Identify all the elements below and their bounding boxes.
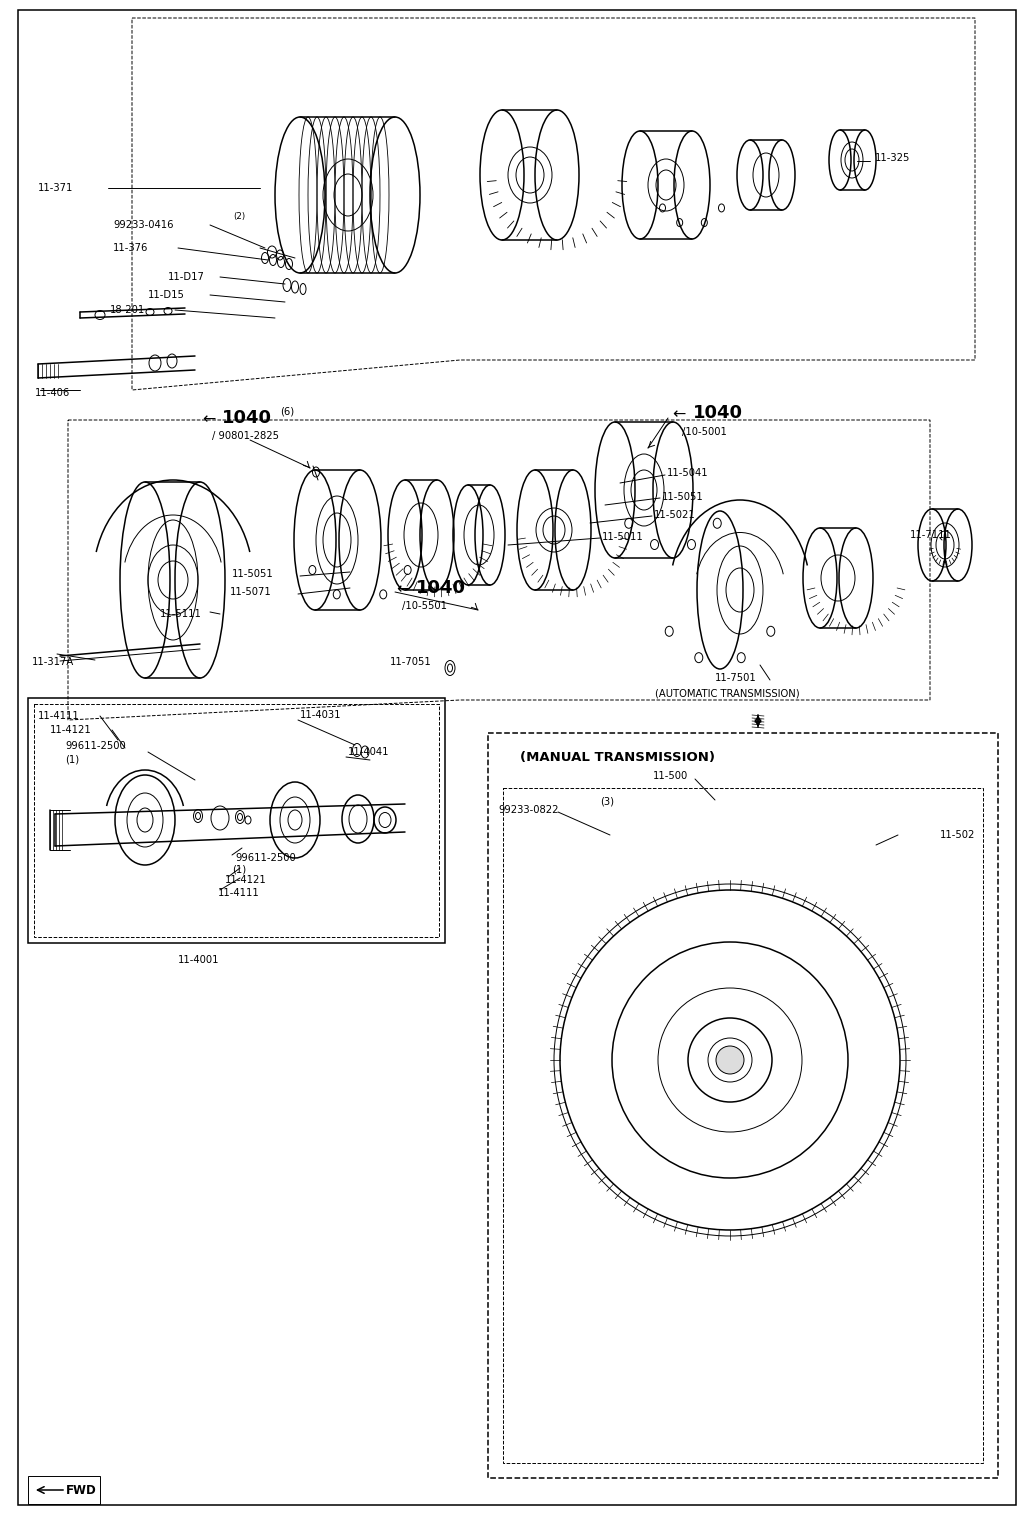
Text: 18-201: 18-201 — [110, 305, 145, 316]
Bar — [28, 698, 445, 943]
Text: 1040: 1040 — [693, 404, 743, 422]
Text: FWD: FWD — [66, 1483, 96, 1497]
Text: 11-5011: 11-5011 — [602, 531, 643, 542]
Text: 11-5051: 11-5051 — [662, 492, 703, 502]
Text: 11-4121: 11-4121 — [50, 726, 92, 735]
Text: ←: ← — [396, 583, 409, 598]
Text: 11-4111: 11-4111 — [218, 888, 260, 899]
Text: 11-7051: 11-7051 — [390, 657, 432, 666]
Circle shape — [716, 1046, 744, 1075]
Text: (2): (2) — [233, 213, 246, 222]
Text: (MANUAL TRANSMISSION): (MANUAL TRANSMISSION) — [520, 750, 715, 764]
Text: 11-376: 11-376 — [113, 243, 148, 254]
Text: 11-502: 11-502 — [940, 830, 975, 839]
Text: 11-4121: 11-4121 — [225, 874, 266, 885]
Text: 99233-0822: 99233-0822 — [498, 805, 558, 815]
Text: ←: ← — [202, 413, 215, 428]
Text: 11-5021: 11-5021 — [654, 510, 696, 521]
Text: 11-4111: 11-4111 — [38, 710, 80, 721]
Text: /10-5501: /10-5501 — [402, 601, 447, 612]
Text: 11-406: 11-406 — [35, 389, 70, 398]
Text: /10-5001: /10-5001 — [682, 427, 727, 437]
Bar — [28, 1475, 100, 1504]
Text: 11-5041: 11-5041 — [667, 468, 709, 478]
Text: (AUTOMATIC TRANSMISSION): (AUTOMATIC TRANSMISSION) — [655, 688, 800, 698]
Text: 1040: 1040 — [416, 578, 466, 597]
Text: 99611-2500: 99611-2500 — [65, 741, 125, 751]
Text: (1): (1) — [65, 754, 79, 765]
Text: 11-7111: 11-7111 — [910, 530, 952, 540]
Bar — [488, 733, 998, 1479]
Text: / 90801-2825: / 90801-2825 — [212, 431, 279, 442]
Text: (3): (3) — [600, 797, 614, 808]
Text: ←: ← — [672, 407, 686, 422]
Text: 11-317A: 11-317A — [32, 657, 75, 666]
Text: 11-500: 11-500 — [653, 771, 688, 780]
Text: 11-5111: 11-5111 — [160, 609, 202, 619]
Text: 99233-0416: 99233-0416 — [113, 220, 173, 231]
Text: (1): (1) — [232, 864, 247, 874]
Text: 11-4001: 11-4001 — [178, 955, 220, 965]
Text: (6): (6) — [280, 407, 294, 417]
Text: 1040: 1040 — [222, 408, 272, 427]
Text: 11-4031: 11-4031 — [300, 710, 342, 720]
Text: 11-5071: 11-5071 — [230, 587, 271, 597]
Text: 11-D17: 11-D17 — [168, 272, 205, 282]
Text: 11-4041: 11-4041 — [348, 747, 390, 757]
Text: 11-371: 11-371 — [38, 184, 74, 193]
Text: 11-5051: 11-5051 — [232, 569, 274, 578]
Text: 99611-2500: 99611-2500 — [235, 853, 295, 864]
Text: 11-325: 11-325 — [875, 153, 911, 162]
Text: 11-7501: 11-7501 — [715, 672, 756, 683]
Bar — [34, 704, 439, 937]
Text: 11-D15: 11-D15 — [148, 290, 184, 301]
Bar — [503, 788, 983, 1463]
